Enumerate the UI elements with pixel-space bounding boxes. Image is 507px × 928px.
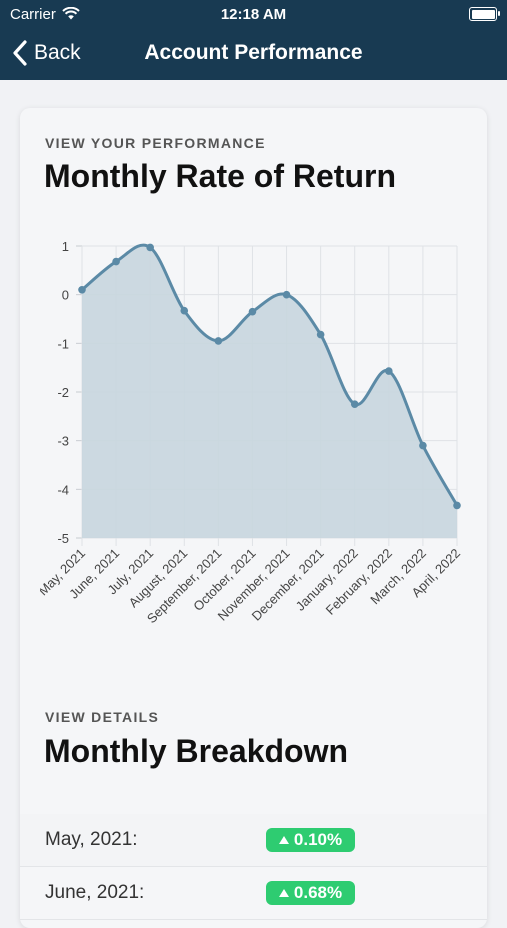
data-point xyxy=(385,367,393,375)
battery-icon xyxy=(469,7,500,21)
return-value: 0.10% xyxy=(293,830,343,849)
details-eyebrow: VIEW DETAILS xyxy=(45,709,160,725)
data-point xyxy=(214,337,223,345)
arrow-up-icon xyxy=(278,836,289,844)
return-badge: 0.68% xyxy=(266,881,355,905)
breakdown-row: May, 2021: 0.10% xyxy=(20,814,487,867)
chevron-left-icon xyxy=(13,40,27,66)
status-bar: Carrier 12:18 AM xyxy=(0,0,507,28)
y-tick-label: -3 xyxy=(57,434,69,449)
data-point xyxy=(146,243,154,252)
carrier-label: Carrier xyxy=(10,6,56,23)
data-point xyxy=(453,501,461,510)
data-point xyxy=(316,330,325,339)
navigation-bar: Carrier 12:18 AM Back Account Performanc… xyxy=(0,0,507,80)
back-button[interactable]: Back xyxy=(10,37,81,69)
page-title: Account Performance xyxy=(144,41,363,64)
return-value: 0.68% xyxy=(293,883,343,902)
breakdown-row: June, 2021: 0.68% xyxy=(20,867,487,920)
performance-eyebrow: VIEW YOUR PERFORMANCE xyxy=(45,135,266,151)
breakdown-month: May, 2021: xyxy=(45,829,138,850)
monthly-breakdown-list: May, 2021: 0.10% June, 2021: 0.68% xyxy=(20,814,487,920)
wifi-icon xyxy=(62,6,80,24)
return-badge: 0.10% xyxy=(266,828,355,852)
breakdown-month: June, 2021: xyxy=(45,882,145,903)
y-tick-label: -5 xyxy=(57,531,69,546)
performance-card: VIEW YOUR PERFORMANCE Monthly Rate of Re… xyxy=(20,108,487,928)
y-tick-label: -2 xyxy=(57,385,69,400)
data-point xyxy=(180,306,189,315)
y-tick-label: -4 xyxy=(57,482,69,497)
y-tick-label: 1 xyxy=(62,239,69,254)
area-fill xyxy=(82,245,457,538)
data-point xyxy=(350,400,359,408)
data-point xyxy=(282,290,291,299)
data-point xyxy=(78,286,86,294)
data-point xyxy=(419,441,427,450)
performance-title: Monthly Rate of Return xyxy=(44,158,396,194)
details-title: Monthly Breakdown xyxy=(44,733,349,769)
data-point xyxy=(112,257,120,266)
y-tick-label: -1 xyxy=(57,336,69,351)
back-label: Back xyxy=(34,41,81,64)
clock: 12:18 AM xyxy=(220,6,287,23)
arrow-up-icon xyxy=(278,889,289,897)
y-tick-label: 0 xyxy=(62,288,69,303)
data-point xyxy=(248,307,257,316)
